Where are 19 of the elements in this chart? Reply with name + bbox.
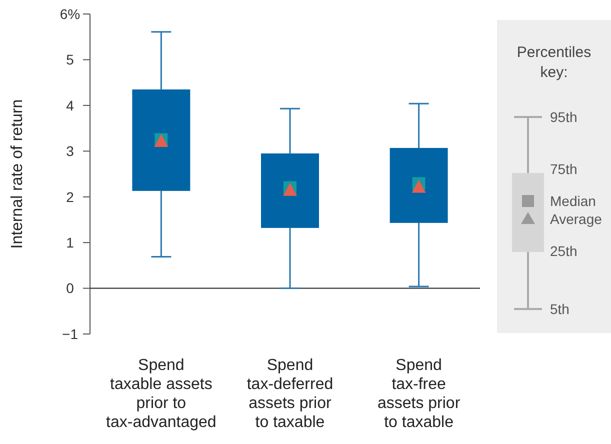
- y-tick-label: −1: [62, 326, 78, 342]
- text: 25th: [550, 242, 578, 259]
- text: 95th: [550, 108, 578, 125]
- text: Average: [550, 210, 602, 227]
- x-tick-label: Spend taxable assets prior to tax-advantaged: [106, 357, 216, 431]
- text: 5th: [550, 300, 570, 317]
- y-tick-label: 5: [66, 52, 74, 68]
- y-tick-label: 2: [66, 188, 74, 205]
- y-tick-label: 6%: [60, 6, 80, 22]
- y-tick-label: 3: [66, 143, 74, 160]
- text: Median: [550, 192, 596, 209]
- y-tick-label: 1: [66, 234, 74, 250]
- legend-title: Percentiles key:: [516, 44, 592, 81]
- y-tick-label: 0: [66, 280, 74, 296]
- text: 75th: [550, 160, 578, 177]
- x-tick-label: Spend tax-deferred assets prior to taxable: [246, 357, 334, 431]
- y-axis-title: Internal rate of return: [9, 99, 26, 249]
- y-tick-label: 4: [66, 97, 74, 114]
- x-tick-label: Spend tax-free assets prior to taxable: [377, 357, 461, 431]
